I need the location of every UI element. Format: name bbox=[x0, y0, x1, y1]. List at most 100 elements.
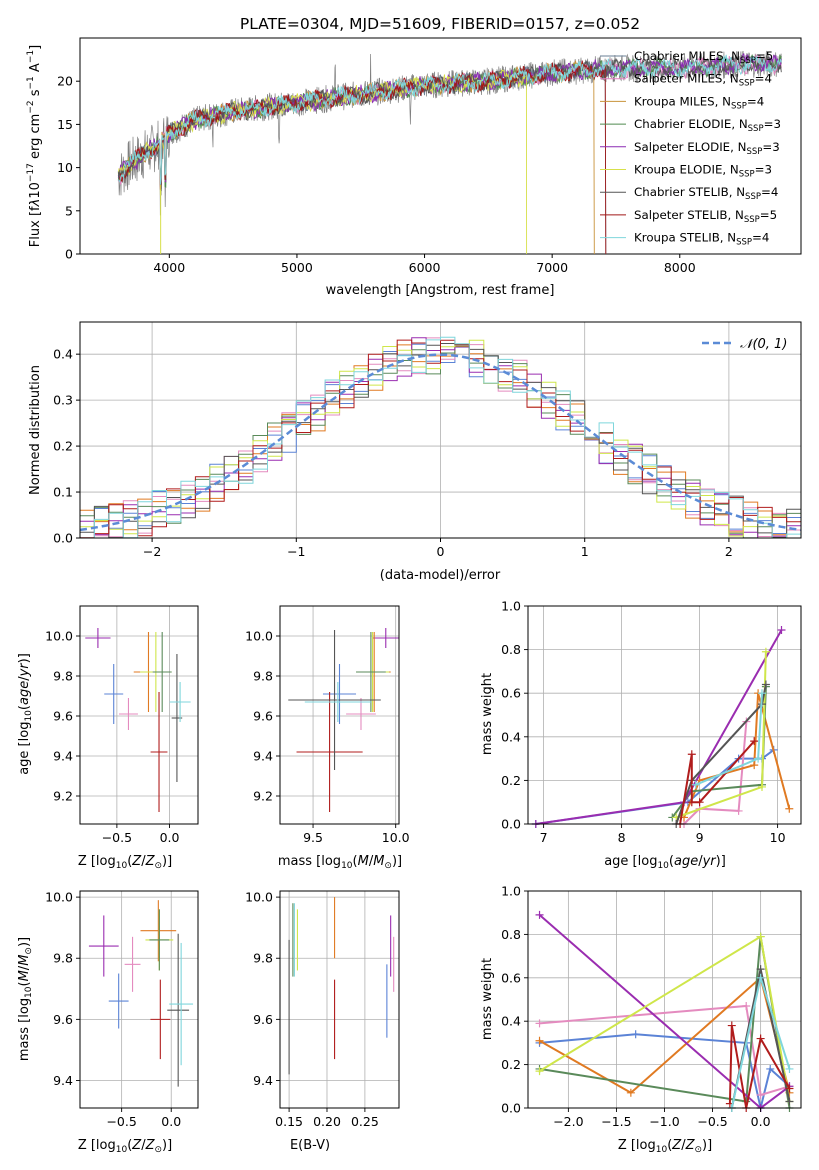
y-tick-label: 0.0 bbox=[501, 817, 521, 832]
y-tick-label: 0.0 bbox=[53, 531, 73, 546]
residuals-ticks: −2 −1 0 1 2 0.0 0.1 0.2 0.3 0.4 bbox=[53, 347, 733, 559]
figure-title: PLATE=0304, MJD=51609, FIBERID=0157, z=0… bbox=[240, 15, 640, 33]
x-tick-label: −1.0 bbox=[649, 1114, 679, 1129]
x-tick-label: 1 bbox=[581, 544, 589, 559]
weight-marker bbox=[756, 932, 765, 941]
axes-frame bbox=[79, 890, 199, 1109]
p8-xlabel: Z [log10(Z/Z⊙)] bbox=[618, 1138, 712, 1155]
mass-vs-ebv-panel: 0.15 0.20 0.25 9.4 9.6 9.8 10.0 bbox=[245, 890, 400, 1129]
y-tick-label: 15 bbox=[57, 117, 73, 132]
weight-marker bbox=[756, 1090, 765, 1099]
x-tick-label: 8000 bbox=[664, 260, 696, 275]
legend-entry: Salpeter ELODIE, NSSP=3 bbox=[634, 140, 780, 157]
age-vs-mass-panel: 9.5 10.0 9.2 9.4 9.6 9.8 10.0 bbox=[245, 605, 410, 845]
spectrum-panel: 4000 5000 6000 7000 8000 0 5 10 15 20 Chabrier MI… bbox=[26, 37, 802, 298]
residuals-histograms bbox=[80, 336, 801, 539]
axes-frame bbox=[279, 890, 400, 1109]
x-tick-label: −1 bbox=[287, 544, 305, 559]
legend-entry: Salpeter STELIB, NSSP=5 bbox=[634, 208, 777, 225]
y-tick-label: 20 bbox=[57, 74, 73, 89]
y-tick-label: 0.4 bbox=[501, 729, 521, 744]
weight-marker bbox=[756, 1034, 765, 1043]
x-tick-label: 10 bbox=[770, 830, 786, 845]
y-tick-label: 9.4 bbox=[53, 749, 73, 764]
y-tick-label: 0.4 bbox=[501, 1014, 521, 1029]
y-tick-label: 9.4 bbox=[253, 749, 273, 764]
model-spectrum-line bbox=[117, 54, 782, 185]
axes-frame bbox=[79, 605, 199, 825]
y-tick-label: 0.1 bbox=[53, 485, 73, 500]
x-tick-label: 4000 bbox=[153, 260, 185, 275]
weight-vs-metallicity-panel: −2.0 −1.5 −1.0 −0.5 0.0 0.0 0.2 0.4 0.6 0.8 1.0 bbox=[501, 884, 802, 1129]
spectrum-ticks: 4000 5000 6000 7000 8000 0 5 10 15 20 bbox=[57, 74, 696, 275]
residuals-legend-label: 𝒩(0, 1) bbox=[740, 337, 787, 352]
weight-marker bbox=[535, 1036, 544, 1045]
legend-entry: Kroupa MILES, NSSP=4 bbox=[634, 94, 764, 111]
y-tick-label: 9.6 bbox=[53, 709, 73, 724]
y-tick-label: 9.2 bbox=[53, 789, 73, 804]
y-tick-label: 9.2 bbox=[253, 789, 273, 804]
spectrum-axes-frame bbox=[79, 37, 802, 255]
y-tick-label: 10.0 bbox=[245, 890, 273, 905]
p3-ylabel: age [log10(age/yr)] bbox=[17, 653, 34, 775]
y-tick-label: 10.0 bbox=[245, 629, 273, 644]
y-tick-label: 10.0 bbox=[45, 629, 73, 644]
y-tick-label: 9.6 bbox=[53, 1012, 73, 1027]
y-tick-label: 0.4 bbox=[53, 347, 73, 362]
weight-marker bbox=[785, 1064, 794, 1073]
weight-marker bbox=[535, 1019, 544, 1028]
weight-marker bbox=[631, 1030, 640, 1039]
weight-marker bbox=[535, 910, 544, 919]
weight-marker bbox=[727, 1021, 736, 1030]
age-vs-metallicity-panel: −0.5 0.0 9.2 9.4 9.6 9.8 10.0 bbox=[45, 605, 199, 845]
residuals-panel: −2 −1 0 1 2 0.0 0.1 0.2 0.3 0.4 𝒩(0, 1) (data-mod… bbox=[28, 321, 802, 583]
residuals-xlabel: (data-model)/error bbox=[380, 568, 501, 583]
weight-marker bbox=[535, 1067, 544, 1076]
y-tick-label: 9.8 bbox=[253, 669, 273, 684]
y-tick-label: 9.6 bbox=[253, 709, 273, 724]
x-tick-label: 10.0 bbox=[382, 830, 410, 845]
x-tick-label: −2 bbox=[143, 544, 161, 559]
x-tick-label: 0.0 bbox=[751, 1114, 771, 1129]
weight-marker bbox=[761, 647, 770, 656]
weight-marker bbox=[626, 1088, 635, 1097]
weight-series-line bbox=[535, 629, 783, 825]
y-tick-label: 9.6 bbox=[253, 1012, 273, 1027]
x-tick-label: −2.0 bbox=[553, 1114, 583, 1129]
p6-xlabel: Z [log10(Z/Z⊙)] bbox=[78, 1138, 172, 1155]
p4-xlabel: mass [log10(M/M⊙)] bbox=[278, 854, 402, 871]
weight-marker bbox=[761, 680, 770, 689]
x-tick-label: −1.5 bbox=[601, 1114, 631, 1129]
y-tick-label: 0.6 bbox=[501, 686, 521, 701]
x-tick-label: 0.20 bbox=[313, 1114, 341, 1129]
x-tick-label: −0.5 bbox=[697, 1114, 727, 1129]
residuals-legend: 𝒩(0, 1) bbox=[702, 337, 787, 352]
p5-ylabel: mass weight bbox=[480, 673, 495, 755]
gaussian-curve bbox=[79, 353, 802, 532]
y-tick-label: 0.0 bbox=[501, 1101, 521, 1116]
x-tick-label: 2 bbox=[725, 544, 733, 559]
y-tick-label: 0 bbox=[65, 247, 73, 262]
x-tick-label: 0 bbox=[437, 544, 445, 559]
legend-entry: Salpeter MILES, NSSP=4 bbox=[634, 72, 772, 89]
y-tick-label: 9.4 bbox=[53, 1073, 73, 1088]
x-tick-label: −0.5 bbox=[102, 830, 132, 845]
weight-marker bbox=[742, 1002, 751, 1011]
x-tick-label: 6000 bbox=[409, 260, 441, 275]
y-tick-label: 0.2 bbox=[53, 439, 73, 454]
weight-marker bbox=[734, 806, 743, 815]
weight-series-line bbox=[539, 1004, 790, 1097]
legend-entry: Kroupa STELIB, NSSP=4 bbox=[634, 231, 769, 248]
weight-marker bbox=[785, 804, 794, 813]
weight-marker bbox=[687, 798, 696, 807]
weight-marker bbox=[758, 689, 766, 698]
x-tick-label: 8 bbox=[618, 830, 626, 845]
weight-marker bbox=[687, 750, 696, 759]
axes-frame bbox=[279, 605, 400, 825]
y-tick-label: 0.6 bbox=[501, 970, 521, 985]
y-tick-label: 9.8 bbox=[53, 951, 73, 966]
legend-entry: Chabrier MILES, NSSP=5 bbox=[634, 49, 773, 66]
x-tick-label: 9 bbox=[696, 830, 704, 845]
x-tick-label: 0.0 bbox=[160, 830, 180, 845]
weight-marker bbox=[785, 1097, 794, 1106]
